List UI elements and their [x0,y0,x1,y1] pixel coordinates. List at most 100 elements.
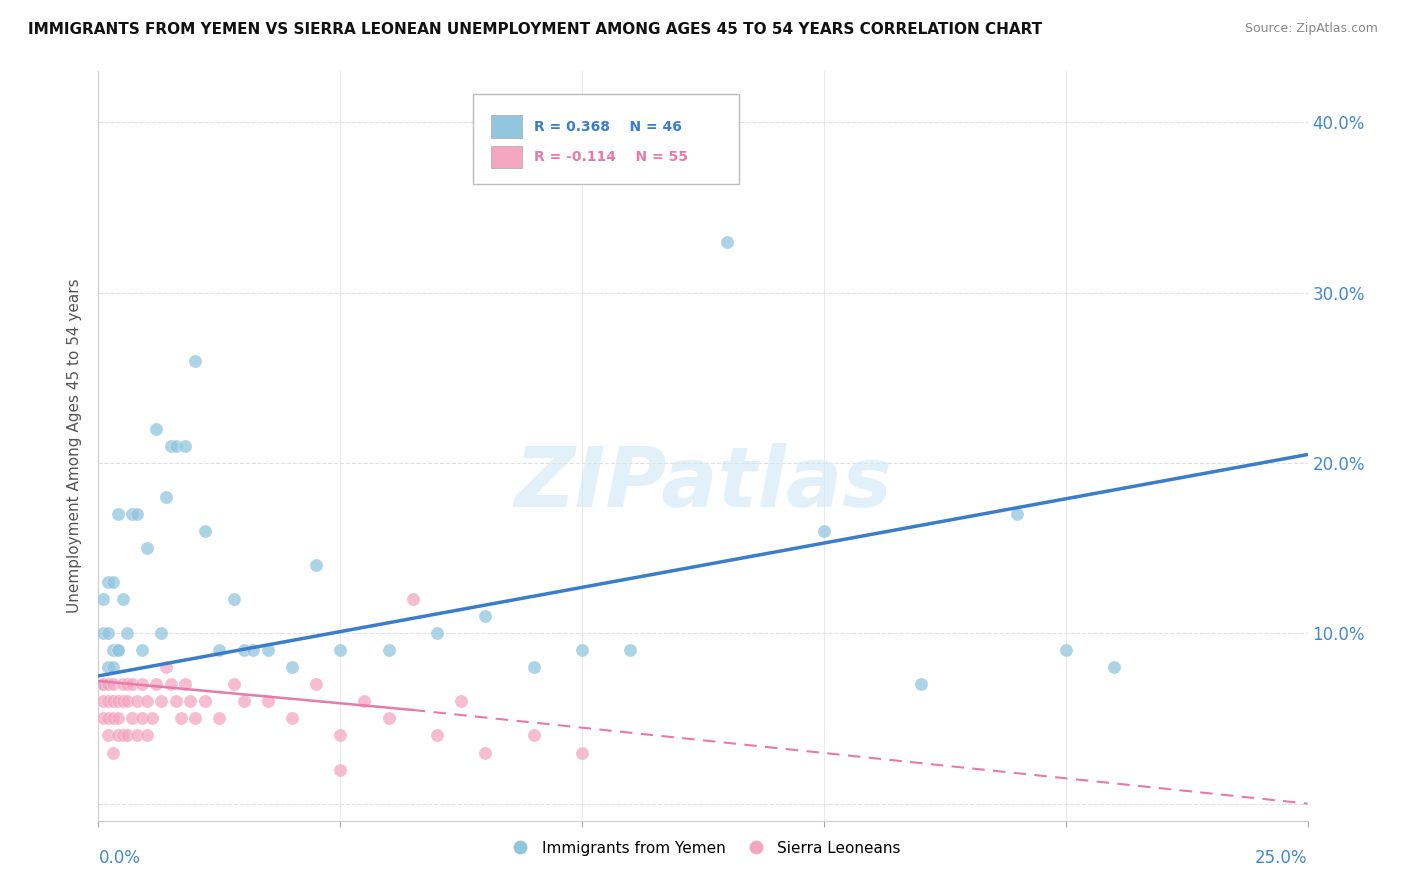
Point [121,507,143,521]
Point [179,694,201,708]
Point [91,694,114,708]
Point [281,660,304,674]
Point [145,422,167,436]
Point [150,694,173,708]
Text: 25.0%: 25.0% [1256,849,1308,867]
Point [127,694,149,708]
Point [194,694,217,708]
Point [208,711,231,725]
Point [155,660,177,674]
Point [1054,643,1077,657]
Point [222,677,245,691]
Point [305,558,328,573]
Point [107,694,129,708]
Point [402,592,425,607]
Point [91,677,114,691]
Point [117,677,139,691]
Point [165,694,187,708]
Point [101,746,124,760]
Point [716,235,738,249]
Point [135,541,157,556]
Point [813,524,835,538]
Point [450,694,472,708]
Point [141,711,163,725]
Bar [492,115,522,138]
Point [117,626,139,640]
Point [353,694,375,708]
FancyBboxPatch shape [474,94,740,184]
Point [184,354,207,368]
Point [111,694,134,708]
Text: ZIPatlas: ZIPatlas [515,443,891,524]
Point [107,729,129,743]
Point [97,694,120,708]
Point [426,626,449,640]
Point [117,694,139,708]
Point [1007,507,1029,521]
Point [174,439,197,453]
Point [97,660,120,674]
Point [111,592,134,607]
Point [160,439,183,453]
Point [97,729,120,743]
Point [91,592,114,607]
Point [150,626,173,640]
Point [194,524,217,538]
Point [174,677,197,691]
Point [305,677,328,691]
Point [165,439,187,453]
Point [127,729,149,743]
Point [523,729,546,743]
Point [131,677,153,691]
Point [97,711,120,725]
Point [135,729,157,743]
Point [232,694,254,708]
Text: 0.0%: 0.0% [98,849,141,867]
Point [107,643,129,657]
Point [121,711,143,725]
Text: IMMIGRANTS FROM YEMEN VS SIERRA LEONEAN UNEMPLOYMENT AMONG AGES 45 TO 54 YEARS C: IMMIGRANTS FROM YEMEN VS SIERRA LEONEAN … [28,22,1042,37]
Point [97,575,120,590]
Y-axis label: Unemployment Among Ages 45 to 54 years: Unemployment Among Ages 45 to 54 years [67,278,83,614]
Point [329,643,352,657]
Point [169,711,191,725]
Point [101,711,124,725]
Point [111,729,134,743]
Point [107,643,129,657]
Point [329,763,352,777]
Point [145,677,167,691]
Point [474,609,496,624]
Point [1102,660,1125,674]
Point [329,729,352,743]
Point [160,677,183,691]
Point [377,643,399,657]
Point [131,643,153,657]
Point [91,626,114,640]
Point [97,626,120,640]
Text: Source: ZipAtlas.com: Source: ZipAtlas.com [1244,22,1378,36]
Point [232,643,254,657]
Point [184,711,207,725]
Point [91,677,114,691]
Point [107,507,129,521]
Point [256,694,278,708]
Text: R = -0.114    N = 55: R = -0.114 N = 55 [534,150,688,164]
Point [101,660,124,674]
Point [571,643,593,657]
Point [135,694,157,708]
Point [242,643,264,657]
Point [101,694,124,708]
Point [131,711,153,725]
Text: R = 0.368    N = 46: R = 0.368 N = 46 [534,120,682,134]
Point [426,729,449,743]
Point [107,711,129,725]
Point [101,575,124,590]
Point [97,677,120,691]
Point [256,643,278,657]
Point [619,643,641,657]
Point [474,746,496,760]
Point [121,677,143,691]
Point [377,711,399,725]
Point [127,507,149,521]
Bar [492,146,522,169]
